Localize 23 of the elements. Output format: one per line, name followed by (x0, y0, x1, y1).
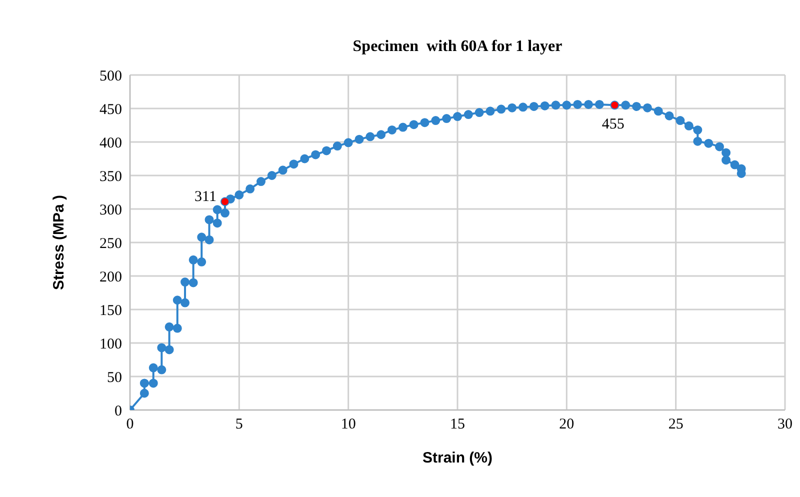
x-axis-title: Strain (%) (422, 450, 493, 467)
y-tick-label: 0 (114, 403, 122, 420)
x-tick-label: 30 (778, 416, 792, 433)
y-tick-label: 300 (100, 202, 122, 218)
y-tick-label: 400 (100, 135, 122, 152)
data-label: 455 (602, 116, 624, 133)
y-tick-label: 200 (100, 269, 122, 286)
y-axis-title: Stress (MPa ) (50, 194, 68, 290)
y-tick-label: 250 (100, 236, 122, 252)
x-tick-label: 25 (668, 416, 684, 433)
x-tick-label: 10 (340, 416, 356, 433)
chart-title: Specimen with 60A for 1 layer (352, 38, 564, 56)
x-tick-label: 15 (450, 416, 465, 433)
y-tick-label: 350 (100, 168, 122, 185)
y-tick-label: 100 (100, 336, 122, 352)
x-tick-label: 0 (126, 416, 134, 433)
y-tick-label: 500 (100, 68, 122, 84)
x-tick-label: 20 (559, 416, 574, 433)
y-tick-label: 450 (100, 102, 122, 118)
data-label: 311 (194, 189, 216, 206)
y-tick-label: 50 (107, 370, 122, 386)
x-tick-label: 5 (235, 416, 243, 433)
y-tick-label: 150 (100, 302, 122, 319)
